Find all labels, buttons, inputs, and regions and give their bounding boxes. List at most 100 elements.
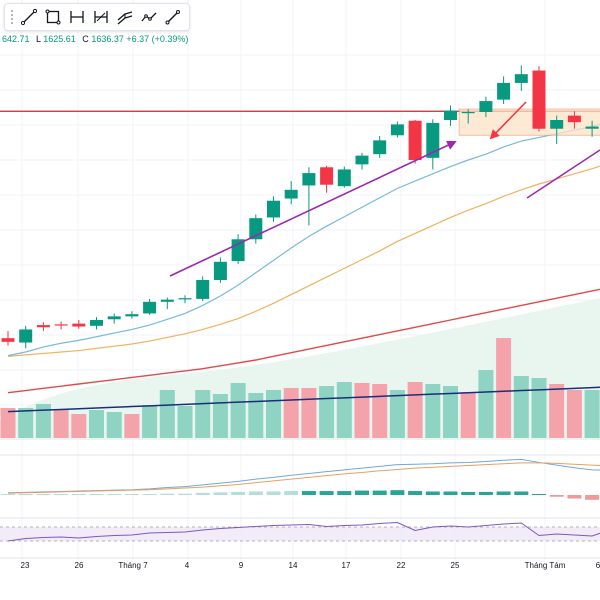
volume-bar-9	[159, 390, 175, 438]
volume-bar-10	[177, 406, 193, 438]
macd-hist-26	[461, 491, 476, 495]
volume-bar-15	[266, 390, 281, 438]
volume-bar-26	[460, 392, 476, 438]
candle-body-8	[143, 301, 157, 314]
candle-body-28	[497, 82, 511, 100]
macd-hist-21	[372, 490, 387, 495]
candle-body-2	[36, 325, 50, 328]
candle-body-0	[1, 338, 15, 342]
candle-body-6	[107, 316, 121, 320]
volume-bar-28	[496, 338, 512, 438]
candle-body-12	[213, 261, 227, 280]
rectangle-icon[interactable]	[41, 5, 65, 29]
macd-hist-30	[532, 494, 546, 495]
volume-bar-13	[230, 383, 246, 438]
candle-body-16	[284, 189, 298, 199]
volume-bar-23	[407, 382, 423, 438]
volume-bar-18	[319, 386, 335, 438]
candle-body-24	[426, 122, 440, 158]
volume-bar-6	[106, 412, 122, 438]
toolbar-drag-handle[interactable]	[9, 5, 17, 29]
candle-body-19	[337, 169, 351, 187]
macd-hist-13	[231, 491, 246, 495]
ma-fast-line	[7, 123, 600, 357]
volume-bar-20	[354, 383, 370, 438]
volume-bar-21	[372, 384, 388, 438]
macd-hist-16	[284, 491, 299, 495]
x-tick-0: 23	[21, 561, 30, 570]
candle-body-7	[125, 314, 139, 317]
drawn-arrows	[169, 101, 600, 277]
macd-hist-7	[124, 494, 139, 495]
macd-hist-20	[355, 490, 369, 495]
macd-hist-24	[425, 491, 440, 495]
volume-bar-1	[18, 408, 34, 438]
macd-hist-25	[443, 491, 458, 495]
candle-body-1	[19, 329, 33, 343]
macd-hist-8	[142, 494, 157, 495]
change-value: +6.37 (+0.39%)	[126, 34, 189, 44]
x-tick-3: 4	[185, 561, 190, 570]
macd-hist-6	[107, 494, 122, 495]
signal-line	[7, 462, 600, 494]
volume-bar-19	[336, 382, 352, 438]
macd-hist-23	[408, 491, 423, 495]
macd-hist-19	[337, 491, 352, 495]
macd-hist-11	[195, 492, 210, 495]
ma-slow-line	[7, 288, 600, 394]
candlesticks	[1, 65, 599, 349]
macd-pane	[1, 458, 600, 500]
candle-body-22	[390, 124, 404, 136]
candle-body-20	[355, 155, 369, 165]
volume-bar-24	[425, 384, 441, 438]
volume-bar-31	[549, 384, 565, 438]
low-key: L	[36, 34, 41, 44]
volume-bar-5	[89, 410, 104, 438]
rsi-line	[7, 521, 600, 542]
volume-bar-3	[53, 410, 69, 438]
fib-retracement-icon[interactable]	[89, 5, 113, 29]
macd-hist-4	[71, 494, 86, 495]
candle-body-15	[267, 200, 280, 218]
macd-hist-2	[36, 494, 51, 495]
volume-bar-22	[389, 390, 405, 438]
volume-bar-4	[71, 414, 87, 438]
x-tick-2: Tháng 7	[118, 561, 148, 570]
path-icon[interactable]	[137, 5, 161, 29]
candle-body-30	[532, 70, 546, 129]
candle-body-10	[178, 298, 192, 300]
candle-body-31	[550, 120, 564, 129]
macd-hist-32	[567, 495, 582, 499]
macd-hist-3	[54, 494, 69, 495]
volume-bar-7	[124, 414, 140, 438]
candle-body-26	[461, 112, 475, 114]
candle-body-25	[444, 110, 457, 120]
uptrend-arrow	[169, 140, 457, 277]
candle-body-27	[479, 101, 493, 112]
volume-bar-32	[566, 390, 582, 438]
candle-body-18	[320, 167, 334, 185]
macd-hist-10	[178, 493, 192, 495]
rsi-pane	[0, 521, 600, 542]
parallel-channel-icon[interactable]	[113, 5, 137, 29]
macd-hist-17	[301, 491, 316, 495]
x-axis: 23 26 Tháng 7 4 9 14 17 22 25 Tháng Tám 6	[21, 561, 600, 570]
horizontal-ray-icon[interactable]	[65, 5, 89, 29]
rsi-band	[0, 527, 600, 541]
x-tick-8: 25	[451, 561, 460, 570]
volume-bar-2	[35, 404, 51, 438]
candle-body-21	[373, 140, 387, 155]
x-tick-7: 22	[397, 561, 406, 570]
x-tick-1: 26	[75, 561, 84, 570]
volume-bar-30	[531, 378, 547, 438]
trend-line-icon[interactable]	[17, 5, 41, 29]
macd-hist-33	[585, 495, 600, 500]
macd-line	[7, 458, 600, 494]
drawing-toolbar	[4, 3, 190, 31]
close-key: C	[82, 34, 89, 44]
brush-icon[interactable]	[161, 5, 185, 29]
candle-body-3	[54, 324, 68, 326]
x-tick-10: 6	[596, 561, 600, 570]
macd-hist-15	[266, 491, 281, 495]
